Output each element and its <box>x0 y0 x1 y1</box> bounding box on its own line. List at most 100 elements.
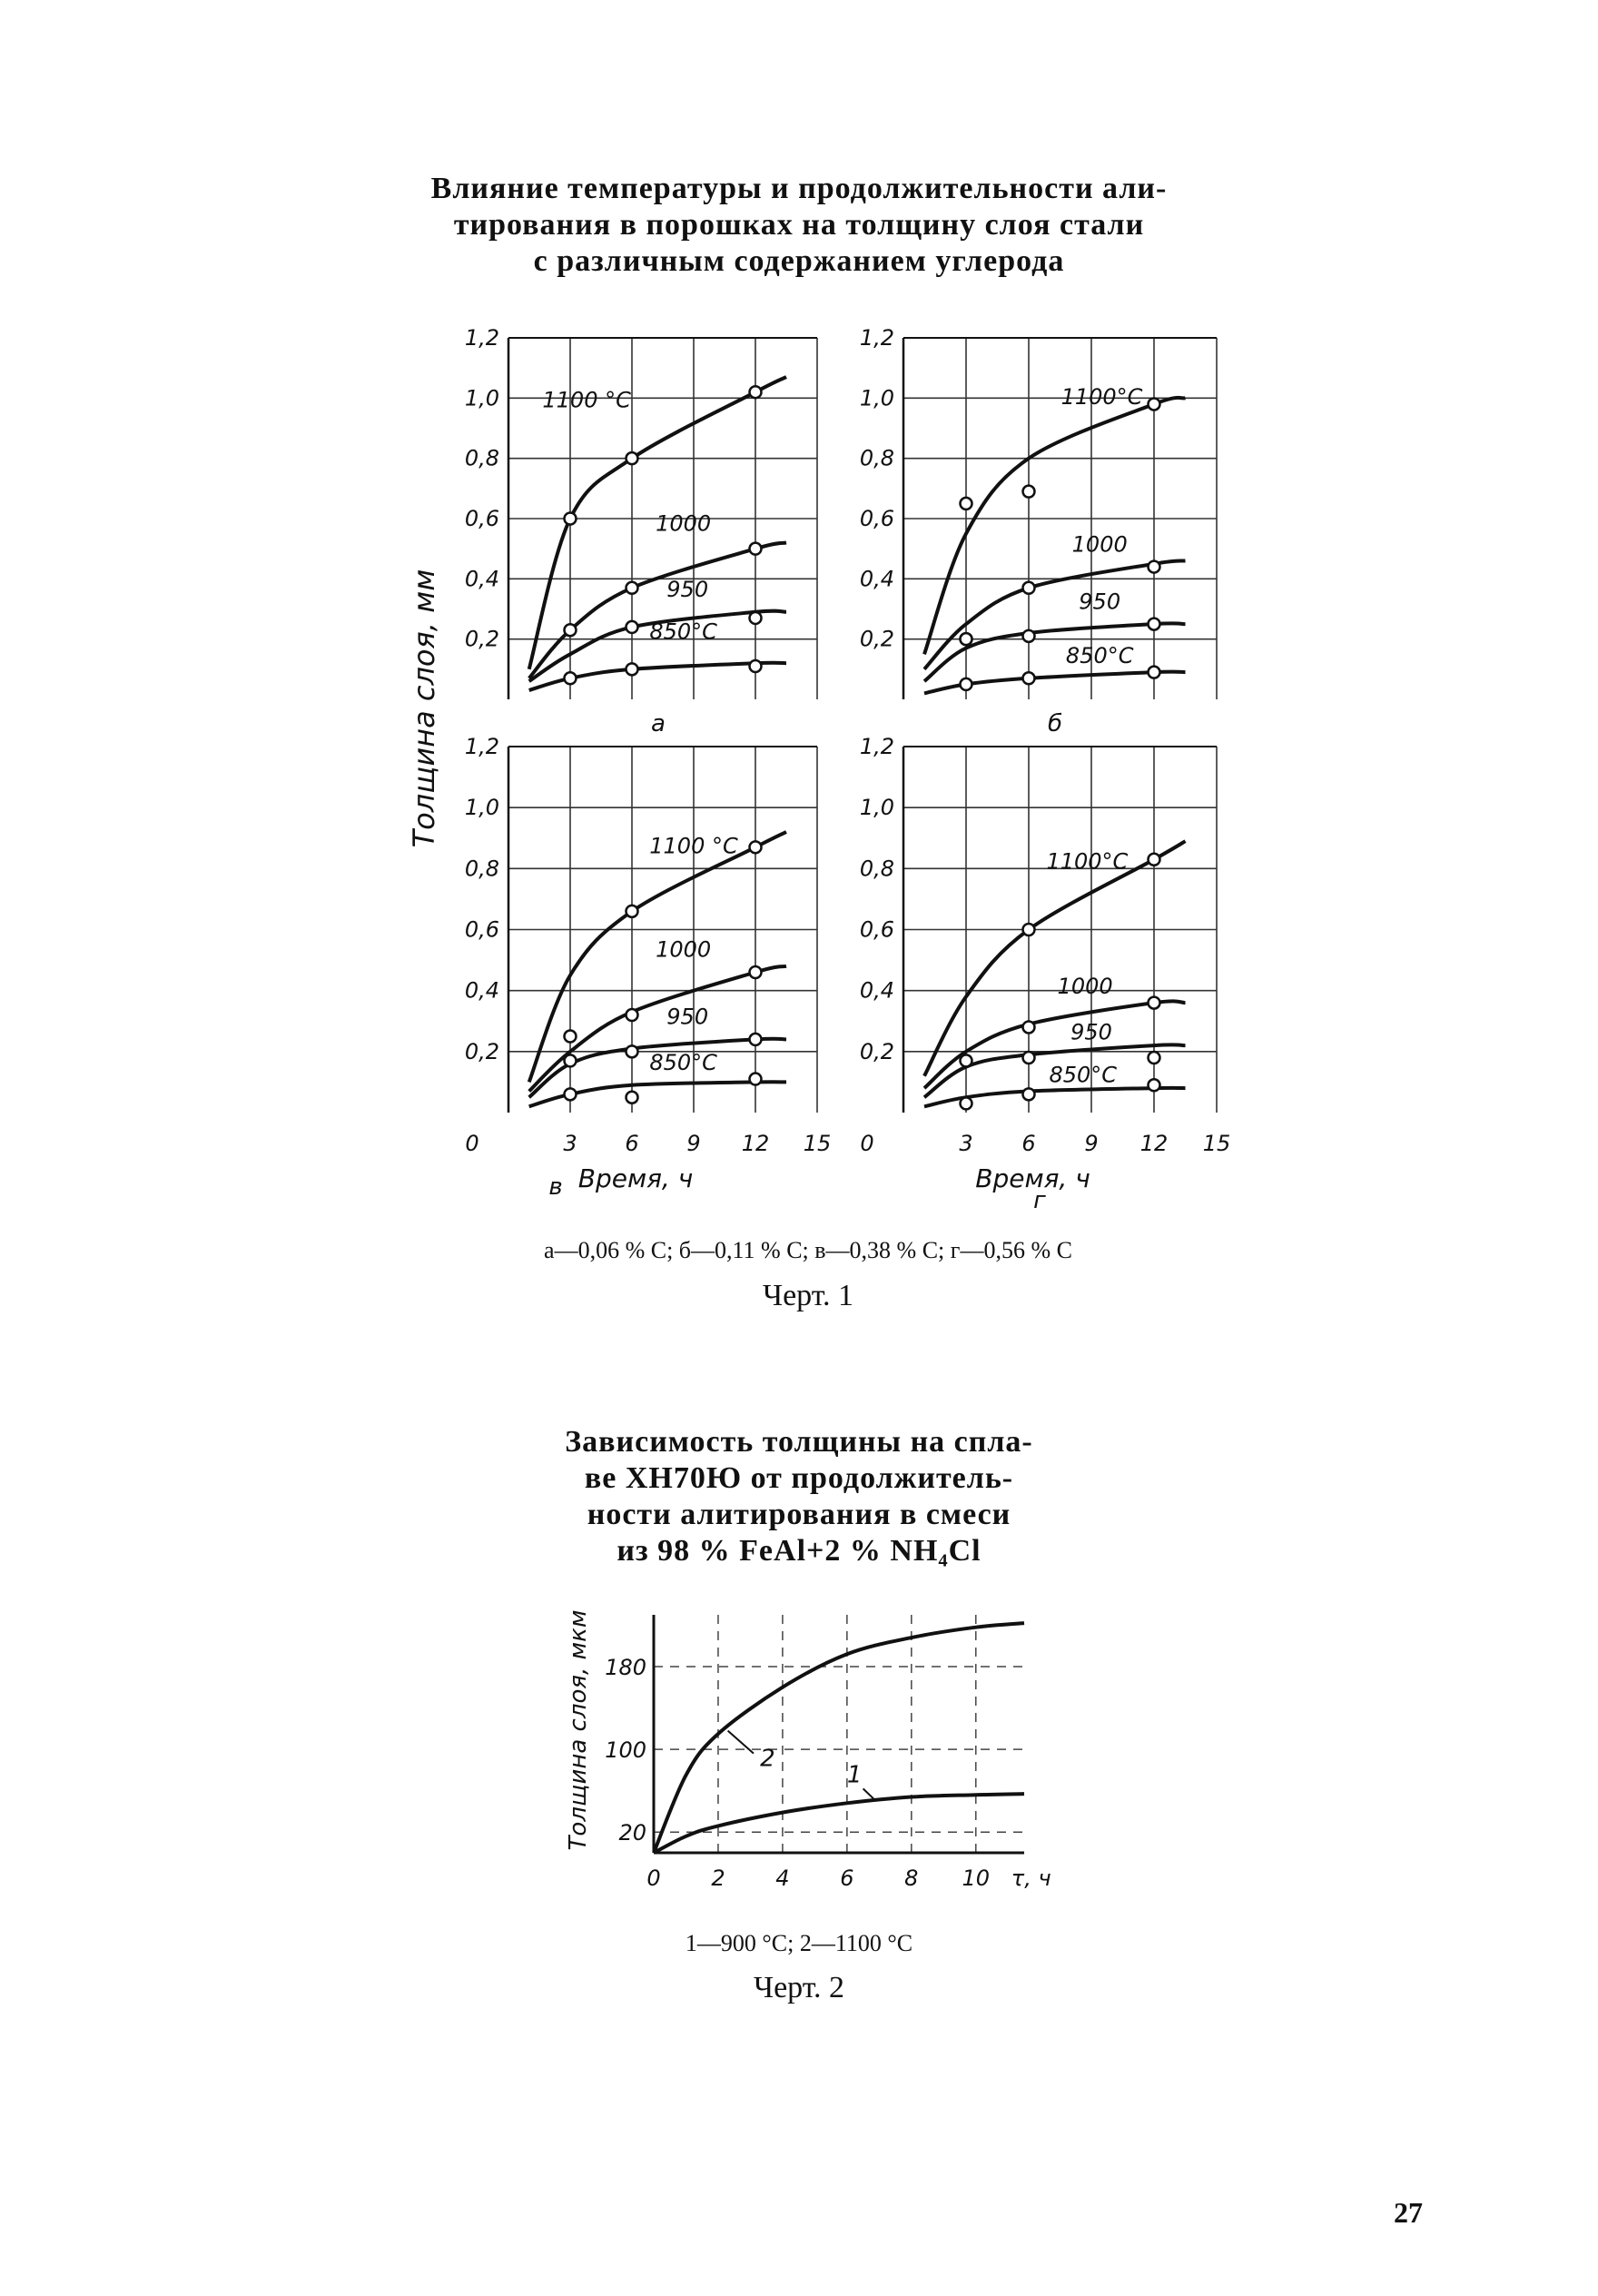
chart2-title: Зависимость толщины на спла- ве ХН70Ю от… <box>508 1424 1090 1569</box>
x-tick-label: 15 <box>1203 1131 1231 1156</box>
data-point <box>1147 852 1161 867</box>
chart1-title-line: с различным содержанием углерода <box>533 244 1065 278</box>
panel-label: г <box>1033 1187 1046 1214</box>
y-tick-label: 0,6 <box>465 917 499 943</box>
y-tick-label: 0,4 <box>860 978 894 1004</box>
series-label: 850°С <box>1066 643 1134 668</box>
chart2-title-line: ности алитирования в смеси <box>587 1498 1011 1531</box>
y-axis-label: Толщина слоя, мм <box>407 569 441 848</box>
data-point <box>563 511 577 526</box>
chart1-caption: а—0,06 % С; б—0,11 % С; в—0,38 % С; г—0,… <box>544 1237 1072 1263</box>
y-tick-label: 1,0 <box>860 385 894 411</box>
data-point <box>748 1032 763 1047</box>
chart2-title-line: Зависимость толщины на спла- <box>565 1425 1033 1459</box>
series-label: 950 <box>666 1004 708 1030</box>
data-point <box>959 1096 973 1111</box>
y-tick-label: 0,8 <box>860 446 894 471</box>
y-tick-label: 0,2 <box>465 627 499 652</box>
x-tick-label: 0 <box>860 1131 873 1156</box>
series-label: 1100°С <box>1046 848 1128 874</box>
data-point <box>625 904 639 919</box>
x-tick-label: 12 <box>742 1131 770 1156</box>
chart1-title-line: Влияние температуры и продолжительности … <box>430 172 1168 205</box>
x-tick-label: 10 <box>962 1866 991 1891</box>
data-point <box>625 662 639 677</box>
x-axis-label: τ, ч <box>1011 1866 1051 1891</box>
y-tick-label: 0,8 <box>860 856 894 881</box>
series-label: 1000 <box>656 510 711 536</box>
series-line <box>922 559 1186 671</box>
series-line <box>922 839 1187 1077</box>
chart2-caption: 1—900 °С; 2—1100 °С <box>685 1930 913 1956</box>
data-point <box>1021 671 1036 686</box>
series-label: 850°С <box>1050 1062 1118 1087</box>
y-tick-label: 100 <box>605 1737 646 1763</box>
series-label: 1100 °С <box>649 834 738 859</box>
y-tick-label: 1,2 <box>860 734 894 759</box>
series-label: 2 <box>760 1745 775 1772</box>
y-tick-label: 0,8 <box>465 446 499 471</box>
y-tick-label: 0,6 <box>860 506 894 531</box>
series-line <box>528 540 787 680</box>
data-point <box>1021 922 1036 937</box>
series-label: 1000 <box>1072 531 1128 557</box>
series-label: 950 <box>1070 1019 1112 1044</box>
y-tick-label: 0,4 <box>465 566 499 591</box>
label-leader <box>862 1787 877 1802</box>
data-point <box>1147 665 1161 679</box>
series-label: 850°С <box>649 619 717 645</box>
data-point <box>1147 1078 1161 1093</box>
data-point <box>625 1007 639 1023</box>
x-tick-label: 3 <box>959 1131 972 1156</box>
series-label: 1000 <box>656 937 711 963</box>
y-tick-label: 1,0 <box>465 385 499 411</box>
x-tick-label: 9 <box>1084 1131 1098 1156</box>
data-point <box>1021 1020 1036 1034</box>
series-label: 950 <box>666 577 708 602</box>
data-point <box>1021 484 1036 499</box>
data-point <box>563 1087 577 1102</box>
series-label: 850°С <box>649 1050 717 1075</box>
data-point <box>1147 397 1161 411</box>
data-point <box>1147 559 1161 574</box>
data-point <box>563 1029 577 1044</box>
y-axis-label: Толщина слоя, мкм <box>565 1610 592 1851</box>
x-tick-label: 15 <box>804 1131 832 1156</box>
data-point <box>748 610 763 626</box>
x-tick-label: 8 <box>904 1866 918 1891</box>
x-tick-label: 0 <box>646 1866 660 1891</box>
x-tick-label: 9 <box>686 1131 700 1156</box>
x-axis-label: Время, ч <box>578 1163 694 1193</box>
y-tick-label: 0,2 <box>860 1039 894 1064</box>
y-tick-label: 1,2 <box>465 325 499 351</box>
data-point <box>959 1054 973 1068</box>
data-point <box>1021 1087 1036 1102</box>
page-number: 27 <box>1394 2196 1423 2229</box>
y-tick-label: 1,0 <box>465 795 499 820</box>
data-point <box>748 840 763 855</box>
series-line <box>652 1621 1025 1854</box>
x-tick-label: 12 <box>1140 1131 1169 1156</box>
data-point <box>1021 628 1036 644</box>
x-tick-label: 6 <box>625 1131 638 1156</box>
series-label: 1000 <box>1058 974 1113 999</box>
chart1-title-line: тирования в порошках на толщину слоя ста… <box>453 208 1145 242</box>
series-line <box>922 395 1186 655</box>
data-point <box>1021 580 1036 596</box>
label-leader <box>726 1729 755 1755</box>
panel-label: б <box>1048 710 1062 737</box>
data-point <box>625 450 639 466</box>
data-point <box>748 1072 763 1086</box>
x-tick-label: 3 <box>563 1131 577 1156</box>
y-tick-label: 0,6 <box>465 506 499 531</box>
data-point <box>625 619 639 635</box>
series-label: 1100 °С <box>542 387 631 412</box>
y-tick-label: 0,2 <box>860 627 894 652</box>
y-tick-label: 0,2 <box>465 1039 499 1064</box>
data-point <box>748 965 763 980</box>
data-point <box>959 496 973 511</box>
data-point <box>1147 1050 1161 1065</box>
y-tick-label: 180 <box>605 1655 646 1680</box>
figure-1-charts: 0,2 0,4 0,6 0,8 1,0 1,2 а 1100 °С 1000 950 850°С 0,… <box>407 325 1231 1214</box>
data-point <box>748 384 763 400</box>
